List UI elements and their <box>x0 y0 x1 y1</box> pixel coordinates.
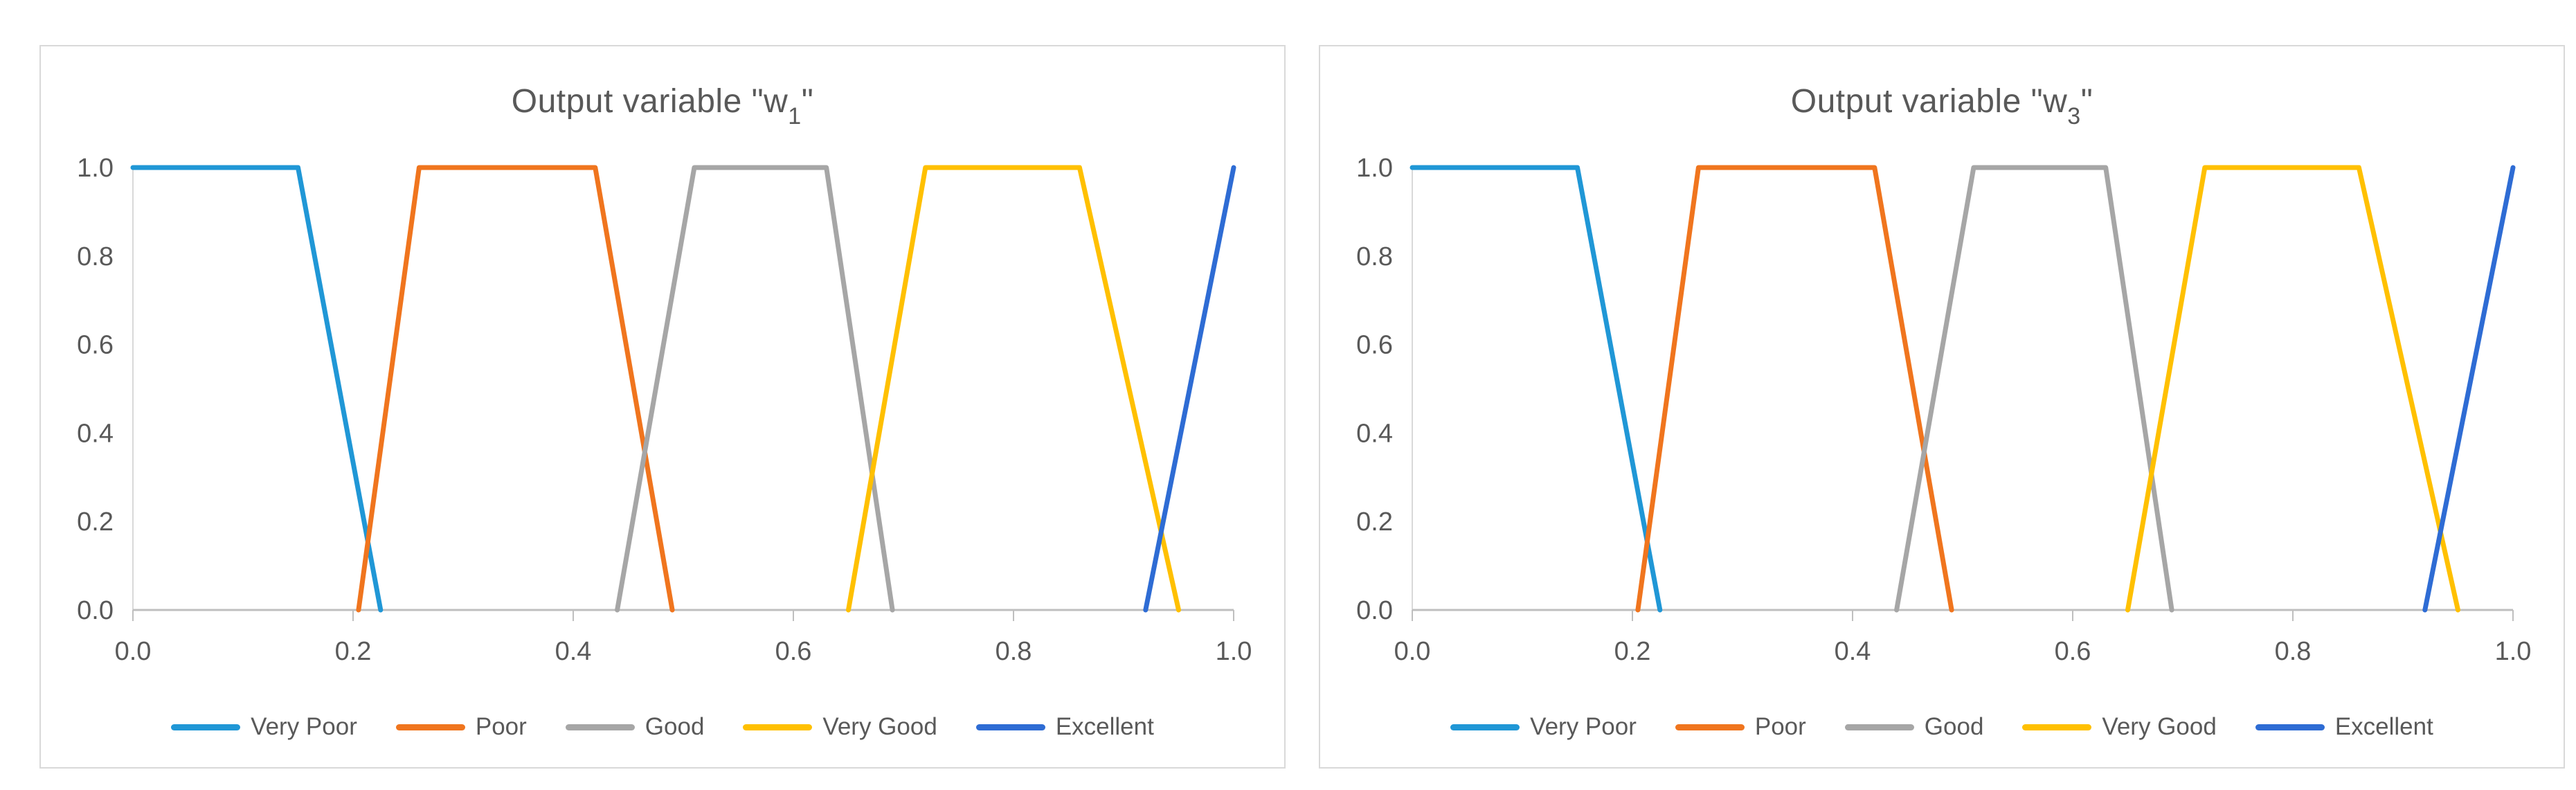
legend-item-poor: Poor <box>395 713 527 741</box>
charts-row: 0.0 0.2 0.4 0.6 0.8 1.0 0.0 0.2 0.4 0.6 0.8 1.0 Out… <box>39 45 2565 769</box>
series-line-good <box>1894 165 2174 613</box>
y-tick-label: 0.0 <box>1356 596 1393 625</box>
chart-title-closing-quote: " <box>801 83 814 120</box>
legend-item-excellent: Excellent <box>975 713 1154 741</box>
legend-item-good: Good <box>1844 713 1984 741</box>
y-tick-label: 0.8 <box>1356 242 1393 271</box>
legend-label-very-poor: Very Poor <box>1530 713 1637 740</box>
series-line-very-poor <box>130 165 384 613</box>
series-line-excellent <box>2422 165 2516 613</box>
y-tick-label: 0.0 <box>77 596 114 625</box>
chart-panel-w3: 0.0 0.2 0.4 0.6 0.8 1.0 0.0 0.2 0.4 0.6 0.8 1.0 Out… <box>1319 45 2565 769</box>
x-tick-label: 0.8 <box>2275 637 2312 666</box>
x-tick-label: 0.4 <box>1835 637 1871 666</box>
legend-w3: Very Poor Poor Good Very Good Excellent <box>1320 713 2564 741</box>
legend-item-very-poor: Very Poor <box>1450 713 1637 741</box>
legend-item-good: Good <box>565 713 705 741</box>
chart-title-w3: Output variable "w3" <box>1320 82 2564 128</box>
legend-item-poor: Poor <box>1675 713 1806 741</box>
series-line-poor <box>356 165 675 613</box>
legend-label-good: Good <box>645 713 705 740</box>
legend-swatch-very-poor <box>171 724 241 730</box>
legend-swatch-poor <box>1675 724 1745 730</box>
y-tick-label: 1.0 <box>77 154 114 183</box>
y-tick-label: 0.6 <box>77 331 114 360</box>
legend-label-very-good: Very Good <box>2102 713 2217 740</box>
series-line-very-poor <box>1409 165 1663 613</box>
series-line-very-good <box>846 165 1181 613</box>
y-tick-label: 0.2 <box>77 508 114 537</box>
plot-area-w3: 0.0 0.2 0.4 0.6 0.8 1.0 0.0 0.2 0.4 0.6 0.8 1.0 <box>1356 154 2532 666</box>
x-tick-label: 0.0 <box>115 637 152 666</box>
legend-item-very-good: Very Good <box>2022 713 2217 741</box>
series-line-excellent <box>1143 165 1236 613</box>
y-tick-label: 0.4 <box>1356 419 1393 448</box>
legend-swatch-very-good <box>2022 724 2092 730</box>
x-tick-label: 0.6 <box>775 637 812 666</box>
legend-label-good: Good <box>1924 713 1984 740</box>
x-tick-label: 0.6 <box>2055 637 2091 666</box>
chart-title-subscript: 1 <box>788 102 802 129</box>
chart-panel-w1: 0.0 0.2 0.4 0.6 0.8 1.0 0.0 0.2 0.4 0.6 0.8 1.0 Out… <box>39 45 1286 769</box>
legend-swatch-poor <box>395 724 465 730</box>
legend-w1: Very Poor Poor Good Very Good Excellent <box>41 713 1284 741</box>
y-tick-label: 0.4 <box>77 419 114 448</box>
legend-swatch-very-poor <box>1450 724 1520 730</box>
legend-label-very-good: Very Good <box>822 713 937 740</box>
x-tick-label: 0.0 <box>1394 637 1431 666</box>
x-tick-label: 0.8 <box>996 637 1032 666</box>
x-tick-label: 1.0 <box>2495 637 2532 666</box>
x-tick-label: 0.4 <box>555 637 592 666</box>
y-tick-label: 1.0 <box>1356 154 1393 183</box>
chart-title-subscript: 3 <box>2067 102 2081 129</box>
x-tick-label: 0.2 <box>335 637 372 666</box>
legend-swatch-good <box>565 724 635 730</box>
legend-swatch-good <box>1844 724 1914 730</box>
chart-title-closing-quote: " <box>2080 83 2093 120</box>
series-line-good <box>615 165 895 613</box>
legend-label-poor: Poor <box>475 713 527 740</box>
legend-label-excellent: Excellent <box>1055 713 1154 740</box>
chart-title-w1: Output variable "w1" <box>41 82 1284 128</box>
legend-item-excellent: Excellent <box>2255 713 2433 741</box>
y-tick-label: 0.6 <box>1356 331 1393 360</box>
series-line-poor <box>1635 165 1954 613</box>
x-tick-label: 0.2 <box>1614 637 1651 666</box>
legend-label-excellent: Excellent <box>2334 713 2433 740</box>
legend-item-very-good: Very Good <box>743 713 937 741</box>
plot-area-w1: 0.0 0.2 0.4 0.6 0.8 1.0 0.0 0.2 0.4 0.6 0.8 1.0 <box>77 154 1252 666</box>
legend-label-very-poor: Very Poor <box>251 713 357 740</box>
x-tick-label: 1.0 <box>1216 637 1252 666</box>
y-tick-label: 0.8 <box>77 242 114 271</box>
legend-item-very-poor: Very Poor <box>171 713 357 741</box>
legend-label-poor: Poor <box>1754 713 1806 740</box>
legend-swatch-excellent <box>975 724 1045 730</box>
legend-swatch-excellent <box>2255 724 2325 730</box>
chart-title-text: Output variable "w <box>1790 83 2068 120</box>
legend-swatch-very-good <box>743 724 813 730</box>
y-tick-label: 0.2 <box>1356 508 1393 537</box>
chart-title-text: Output variable "w <box>511 83 789 120</box>
series-line-very-good <box>2125 165 2460 613</box>
